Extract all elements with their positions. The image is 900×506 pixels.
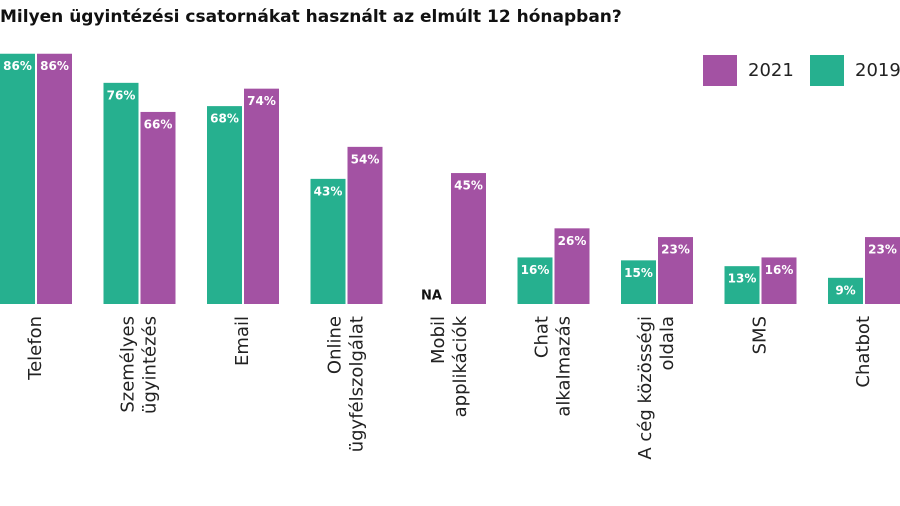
value-label: 74% [247,94,276,108]
x-tick-label: Mobilapplikációk [428,315,471,417]
value-label: 68% [210,112,239,126]
bar [451,173,486,304]
bar [244,88,279,304]
bar [761,257,797,304]
x-tick-label-line: ügyintézés [140,316,161,414]
x-tick-label-line: applikációk [450,315,471,417]
value-label: 23% [868,243,897,257]
x-tick-label-line: A cég közösségi [635,316,656,460]
value-label: 13% [728,272,757,286]
value-label: 86% [3,59,32,73]
x-tick-label: Telefon [25,316,46,381]
bar [103,82,139,304]
x-tick-label-line: Online [325,316,346,374]
bar [517,257,553,304]
bar [865,237,900,304]
value-label: 43% [314,184,343,198]
x-tick-label-line: ügyfélszolgálat [347,316,368,452]
bar [828,277,863,304]
legend-label: 2019 [855,60,900,81]
value-label: NA [421,289,442,304]
x-tick-label-line: Chatbot [853,316,874,388]
bar [347,146,383,304]
value-label: 16% [765,263,794,277]
x-tick-label-line: Chat [532,316,553,358]
x-tick-label-line: SMS [750,316,771,354]
x-tick-label: Email [232,316,253,366]
x-tick-label-line: Telefon [25,316,46,381]
value-label: 9% [835,283,855,297]
value-label: 23% [661,243,690,257]
value-label: 16% [521,263,550,277]
value-label: 54% [351,152,380,166]
chart-title: Milyen ügyintézési csatornákat használt … [0,7,622,27]
bar [0,53,35,304]
x-tick-label: Chatalkalmazás [532,316,575,417]
legend-label: 2021 [748,60,794,81]
legend-swatch [703,55,737,86]
bar [724,266,760,304]
x-tick-label-line: alkalmazás [554,316,575,417]
x-tick-label: Onlineügyfélszolgálat [325,316,368,452]
bar [554,228,590,304]
bar [658,237,693,304]
x-tick-label-line: Email [232,316,253,366]
x-tick-label: SMS [750,316,771,354]
legend-swatch [810,55,844,86]
value-label: 76% [107,88,136,102]
x-tick-label-line: Mobil [428,316,449,364]
bar [140,111,176,304]
x-tick-label: Chatbot [853,316,874,388]
x-tick-label: A cég közösségioldala [635,316,678,460]
bar [310,178,346,304]
bar [207,106,242,305]
x-tick-label-line: Személyes [118,316,139,413]
value-label: 45% [454,179,483,193]
bar [37,53,72,304]
value-label: 15% [624,266,653,280]
x-tick-label: Személyesügyintézés [118,316,161,414]
x-tick-label-line: oldala [657,316,678,371]
value-label: 26% [558,234,587,248]
value-label: 86% [40,59,69,73]
bar [621,260,656,304]
value-label: 66% [144,117,173,131]
